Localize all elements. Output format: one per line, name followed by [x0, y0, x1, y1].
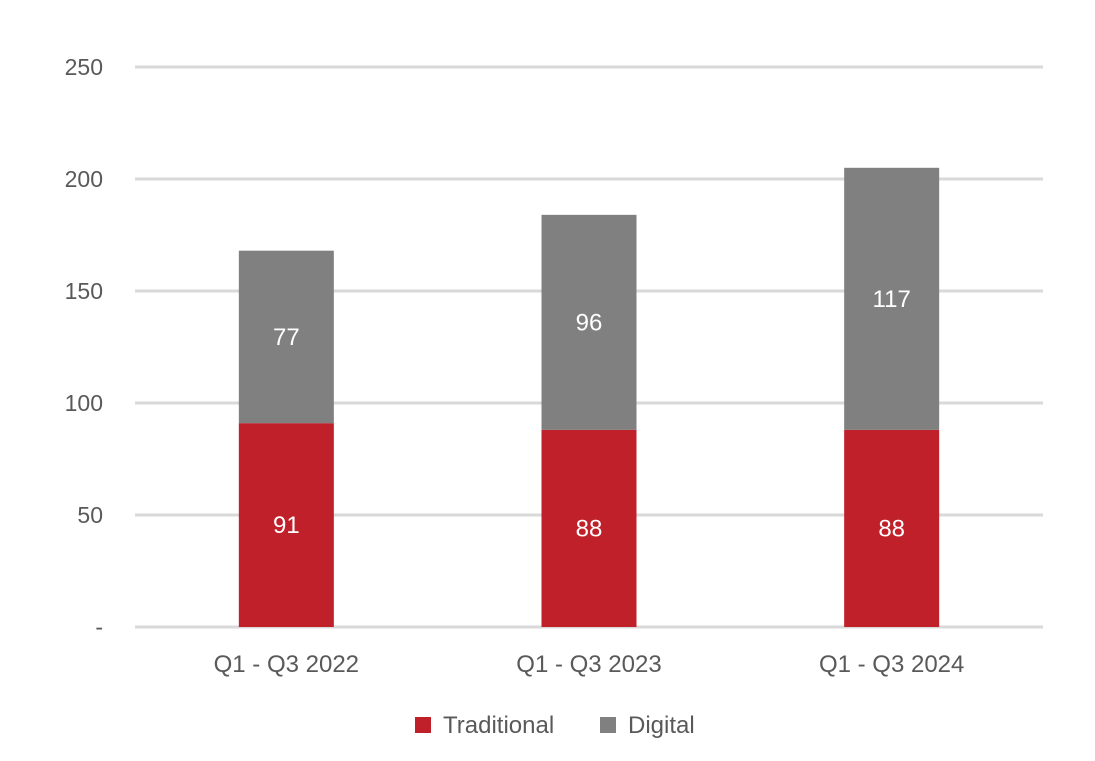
- data-label-traditional-1: 88: [576, 515, 603, 542]
- bar-traditional-2: [844, 429, 940, 627]
- bar-traditional-1: [541, 429, 637, 627]
- bar-digital-0: [238, 250, 334, 424]
- y-tick-label: 250: [65, 54, 103, 80]
- x-tick-label: Q1 - Q3 2023: [516, 651, 661, 678]
- x-tick-label: Q1 - Q3 2024: [819, 651, 964, 678]
- y-tick-label: 50: [77, 502, 103, 528]
- y-tick-label: -: [95, 614, 103, 640]
- data-label-traditional-2: 88: [878, 515, 905, 542]
- x-tick-label: Q1 - Q3 2022: [214, 651, 359, 678]
- legend-label-traditional: Traditional: [443, 712, 554, 739]
- y-tick-label: 150: [65, 278, 103, 304]
- data-label-digital-2: 117: [873, 286, 911, 313]
- bar-traditional-0: [238, 423, 334, 627]
- y-tick-label: 200: [65, 166, 103, 192]
- legend: Traditional Digital: [415, 712, 695, 739]
- bar-digital-1: [541, 214, 637, 430]
- data-labels: 91 77 88 96 88 117: [273, 286, 911, 543]
- legend-swatch-traditional: [415, 717, 431, 733]
- data-label-digital-0: 77: [273, 324, 300, 351]
- legend-label-digital: Digital: [628, 712, 695, 739]
- x-axis-ticks: Q1 - Q3 2022 Q1 - Q3 2023 Q1 - Q3 2024: [214, 651, 965, 678]
- bars: [238, 167, 940, 627]
- legend-swatch-digital: [600, 717, 616, 733]
- data-label-traditional-0: 91: [273, 512, 300, 539]
- y-tick-label: 100: [65, 390, 103, 416]
- bar-digital-2: [844, 167, 940, 430]
- y-axis-ticks: - 50 100 150 200 250: [65, 54, 103, 640]
- data-label-digital-1: 96: [576, 309, 603, 336]
